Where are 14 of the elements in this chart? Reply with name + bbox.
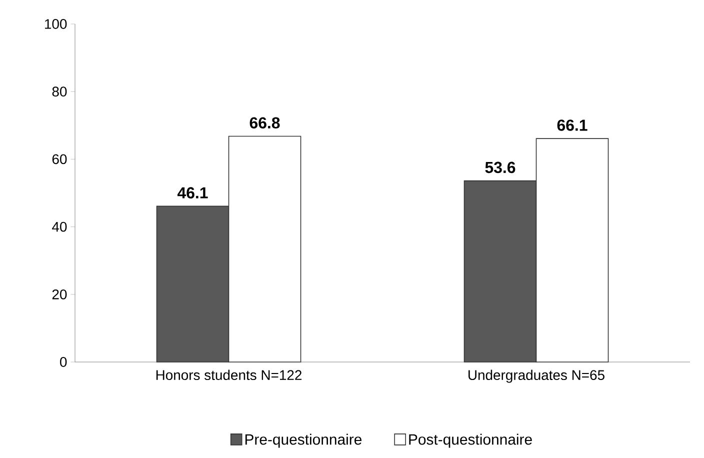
y-tick-label: 40	[52, 222, 67, 232]
x-tick-label: Undergraduates N=65	[468, 370, 604, 383]
legend-label: Pre-questionnaire	[245, 434, 362, 448]
y-tick-label: 0	[60, 357, 67, 367]
legend-label: Post-questionnaire	[409, 434, 532, 448]
y-tick-label: 60	[52, 154, 67, 164]
y-tick-label: 100	[45, 19, 67, 29]
data-label: 53.6	[485, 162, 516, 174]
data-label: 46.1	[177, 187, 208, 198]
y-tick-label: 20	[52, 289, 67, 300]
y-tick-label: 80	[52, 86, 67, 97]
x-tick-label: Honors students N=122	[156, 370, 302, 380]
data-label: 66.8	[250, 117, 280, 128]
data-label: 66.1	[557, 120, 588, 131]
